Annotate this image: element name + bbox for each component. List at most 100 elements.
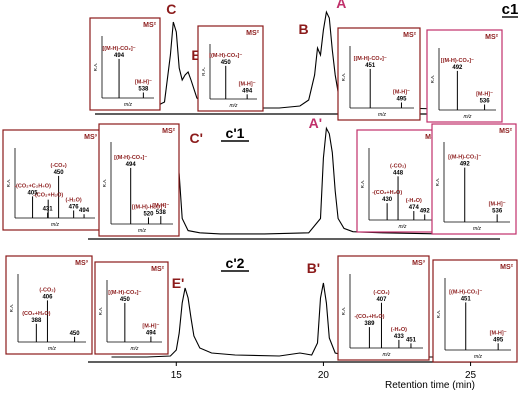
ms-inset: MS³ R.A. m/z 450(-CO₂) -(CO₂+H₂O)405-(CO₂+C₂… — [2, 129, 102, 231]
ms-peak-annotation: (-CO₂) — [39, 287, 55, 293]
ms-peak-value: 430 — [382, 197, 393, 203]
ms-inset: MS² R.A. m/z 492[(M-H)-CO₂]⁻ 536[M-H]⁻ — [431, 123, 517, 235]
ms-peak-annotation: [M-H]⁻ — [489, 201, 506, 207]
peak-label: C — [166, 1, 176, 17]
ms-peak-annotation: [M-H]⁻ — [142, 323, 159, 329]
ms-peak-annotation: (-H₂O) — [391, 327, 407, 333]
ms-level-label: MS² — [485, 34, 499, 41]
chromatogram-trace — [111, 282, 486, 358]
ms-level-label: MS² — [500, 264, 514, 271]
inset-xlabel: m/z — [130, 346, 139, 352]
inset-xlabel: m/z — [474, 354, 483, 360]
peak-label: E — [191, 47, 200, 63]
ms-peak-value: 494 — [242, 88, 253, 94]
ms-inset: MS² R.A. m/z 451[(M-H)-CO₂]⁻ 495[M-H]⁻ — [432, 259, 518, 363]
x-tick-label: 20 — [318, 370, 330, 381]
ms-peak-annotation: (CO₂+H₂O) — [22, 311, 50, 317]
ms-level-label: MS² — [162, 128, 176, 135]
ms-peak-value: 450 — [70, 331, 81, 337]
ms-peak-value: 492 — [420, 208, 431, 214]
inset-ylabel: R.A. — [9, 304, 14, 313]
ms-level-label: MS² — [499, 128, 513, 135]
peak-label: E' — [172, 275, 185, 291]
inset-ylabel: R.A. — [201, 67, 206, 76]
ms-peak-annotation: [M-H]⁻ — [239, 81, 256, 87]
ms-inset: MS² R.A. m/z 450[(M-H)-CO₂]⁻ 494[M-H]⁻ — [94, 261, 169, 355]
inset-xlabel: m/z — [124, 102, 133, 108]
peak-label: B' — [307, 260, 320, 276]
inset-xlabel: m/z — [382, 352, 391, 358]
ms-peak-value: 495 — [493, 337, 504, 343]
ms-peak-annotation: (-CO₂) — [390, 163, 406, 169]
peak-label: A — [336, 0, 346, 11]
inset-frame — [197, 25, 264, 112]
ms-peak-value: 538 — [138, 86, 149, 92]
ms-level-label: MS³ — [75, 260, 89, 267]
peak-label: A' — [309, 115, 322, 131]
ms-peak-value: 476 — [69, 204, 80, 210]
inset-ylabel: R.A. — [6, 179, 11, 188]
ms-peak-annotation: [(M-H)-CO₂]⁻ — [209, 53, 242, 59]
ms-inset: MS² R.A. m/z 450[(M-H)-CO₂]⁻ 494[M-H]⁻ — [197, 25, 264, 112]
ms-inset: MS³ R.A. m/z 406(-CO₂) 388(CO₂+H₂O) 450 — [5, 255, 93, 355]
inset-frame — [89, 17, 161, 111]
inset-xlabel: m/z — [463, 114, 472, 120]
inset-ylabel: R.A. — [360, 180, 365, 189]
ms-peak-value: 448 — [393, 170, 404, 176]
ms-peak-value: 495 — [396, 96, 407, 102]
ms-peak-value: 450 — [120, 297, 131, 303]
ms-peak-annotation: (-H₂O) — [66, 197, 82, 203]
ms-peak-annotation: [M-H]⁻ — [152, 203, 169, 209]
ms-peak-value: 433 — [394, 334, 405, 340]
ms-level-label: MS² — [143, 22, 157, 29]
inset-ylabel: R.A. — [341, 307, 346, 316]
ms-peak-annotation: [(M-H)-CO₂]⁻ — [108, 290, 141, 296]
ms-peak-value: 494 — [146, 330, 157, 336]
inset-ylabel: R.A. — [430, 75, 435, 84]
ms-peak-value: 450 — [221, 60, 232, 66]
ms-peak-value: 494 — [126, 162, 137, 168]
ms-peak-value: 451 — [365, 63, 376, 69]
ms-peak-annotation: [(M-H)-H₂O]⁻ — [132, 204, 165, 210]
ms-peak-value: 431 — [43, 207, 54, 213]
inset-frame — [356, 129, 443, 233]
ms-peak-annotation: [(M-H)-CO₂]⁻ — [448, 155, 481, 161]
ms-peak-value: 536 — [492, 208, 503, 214]
ms-peak-value: 451 — [461, 296, 472, 302]
ms-peak-annotation: -(CO₂+C₂H₄O) — [14, 183, 51, 189]
ms-inset: MS³R.A.m/z448(-CO₂)430-(CO₂+H₂O)474(-H₂O… — [356, 129, 443, 233]
inset-frame — [337, 27, 421, 121]
ms-peak-annotation: [(M-H)-CO₂]⁻ — [102, 46, 135, 52]
panel-c1: c1 C E B A MS² R.A. m/z 494 [(M-H)-CO₂]⁻ 538 [M-H]⁻… — [89, 0, 519, 123]
ms-peak-annotation: [(M-H)-CO₂]⁻ — [449, 289, 482, 295]
inset-frame — [94, 261, 169, 355]
ms-inset: MS² R.A. m/z 494[(M-H)-CO₂]⁻ 520[(M-H)-H₂O]⁻… — [98, 123, 180, 237]
inset-frame — [432, 259, 518, 363]
peak-label: B — [298, 21, 308, 37]
ms-peak-value: 407 — [376, 297, 387, 303]
inset-frame — [431, 123, 517, 235]
ms-peak-value: 520 — [143, 211, 154, 217]
ms-level-label: MS² — [246, 30, 260, 37]
ms-peak-annotation: [(M-H)-CO₂]⁻ — [354, 56, 387, 62]
ms-peak-annotation: [M-H]⁻ — [490, 330, 507, 336]
ms-peak-value: 536 — [480, 98, 491, 104]
ms-peak-annotation: -(CO₂+H₂O) — [372, 190, 402, 196]
panel-c2p: c'2E'B'MS³R.A.m/z406(-CO₂)388(CO₂+H₂O)45… — [5, 255, 518, 363]
panel-title: c'2 — [226, 255, 245, 271]
x-axis-label: Retention time (min) — [385, 380, 475, 391]
ms-inset: MS² R.A. m/z 494[(M-H)-CO₂]⁻ 538[M-H]⁻ — [89, 17, 161, 111]
inset-frame — [2, 129, 102, 231]
ms-level-label: MS³ — [84, 134, 98, 141]
ms-level-label: MS³ — [412, 260, 426, 267]
inset-ylabel: R.A. — [93, 63, 98, 72]
ms-peak-annotation: -(CO₂+H₂O) — [354, 314, 384, 320]
inset-frame — [98, 123, 180, 237]
ms-peak-value: 406 — [42, 294, 53, 300]
panel-title: c1 — [502, 1, 519, 18]
ms-peak-annotation: [(M-H)-CO₂]⁻ — [441, 58, 474, 64]
ms-peak-value: 405 — [28, 190, 39, 196]
ms-inset: MS² R.A. m/z 451[(M-H)-CO₂]⁻ 495[M-H]⁻ — [337, 27, 421, 121]
ms-peak-annotation: -(CO₂+H₂O) — [33, 193, 63, 199]
